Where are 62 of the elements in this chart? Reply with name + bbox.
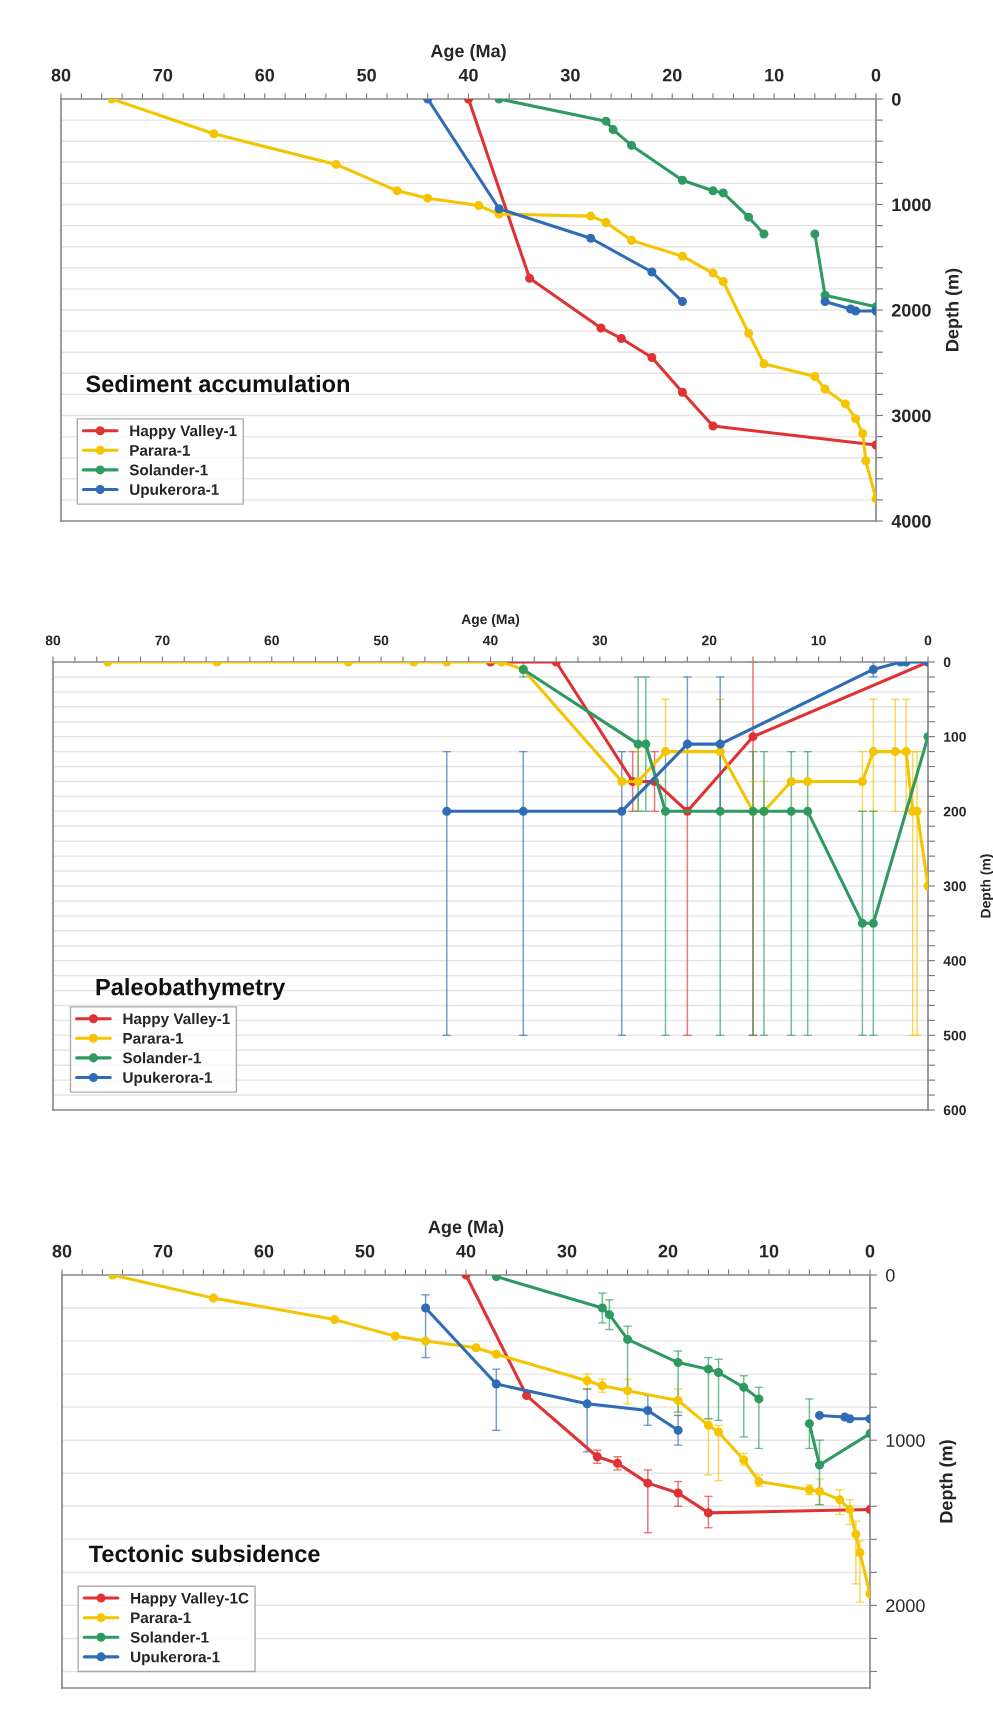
y-tick-label: 1000 [892, 198, 931, 212]
x-tick-label: 30 [592, 635, 608, 646]
legend-label: Solander-1 [122, 1052, 201, 1064]
y-tick-label: 1000 [886, 1434, 925, 1447]
x-tick-label: 70 [155, 635, 170, 646]
x-tick-label: 80 [45, 635, 61, 646]
legend-label: Solander-1 [130, 1631, 209, 1643]
x-tick-label: 30 [557, 1244, 577, 1258]
x-tick-label: 80 [52, 1244, 72, 1258]
legend-label: Parara-1 [131, 1612, 191, 1624]
y-tick-label: 500 [943, 1030, 966, 1041]
y-tick-label: 0 [891, 92, 901, 106]
y-axis-title: Depth (m) [945, 268, 963, 351]
x-tick-label: 50 [355, 1244, 375, 1258]
x-tick-label: 10 [760, 1244, 779, 1258]
x-tick-label: 0 [871, 68, 881, 82]
y-tick-label: 300 [943, 881, 966, 892]
y-axis-title: Depth (m) [939, 1440, 957, 1523]
y-tick-label: 200 [943, 806, 966, 817]
x-tick-label: 50 [373, 635, 389, 646]
x-tick-label: 40 [482, 635, 498, 646]
x-axis-title: Age (Ma) [428, 1220, 504, 1237]
y-tick-label: 0 [885, 1268, 895, 1282]
x-tick-label: 60 [264, 635, 279, 646]
x-tick-label: 60 [254, 1244, 274, 1258]
y-tick-label: 2000 [886, 1599, 925, 1613]
y-axis-title: Depth (m) [980, 854, 993, 918]
x-tick-label: 30 [560, 68, 580, 82]
legend-label: Upukerora-1 [131, 1651, 220, 1666]
x-tick-label: 40 [456, 1244, 476, 1258]
y-tick-label: 600 [943, 1105, 966, 1116]
legend-label: Upukerora-1 [123, 1071, 213, 1086]
text: Sediment accumulation [86, 374, 350, 393]
legend-label: Parara-1 [123, 1033, 184, 1044]
x-tick-label: 80 [51, 68, 71, 82]
legend-label: Solander-1 [129, 464, 208, 476]
x-tick-label: 70 [153, 68, 173, 82]
x-tick-label: 0 [865, 1244, 875, 1258]
x-tick-label: 40 [458, 68, 478, 82]
x-tick-label: 20 [658, 1244, 678, 1258]
legend-label: Happy Valley-1 [123, 1012, 230, 1028]
x-tick-label: 50 [357, 68, 376, 82]
x-axis-title: Age (Ma) [430, 44, 506, 61]
y-tick-label: 400 [943, 956, 966, 966]
y-tick-label: 3000 [891, 409, 931, 423]
y-tick-label: 2000 [891, 303, 931, 317]
text: Paleobathymetry [96, 978, 286, 1001]
x-tick-label: 10 [765, 68, 784, 82]
x-tick-label: 20 [702, 635, 717, 646]
y-tick-label: 0 [943, 657, 951, 668]
y-tick-label: 4000 [891, 514, 931, 528]
legend-label: Parara-1 [130, 445, 190, 456]
x-axis-title: Age (Ma) [461, 613, 520, 627]
legend-label: Upukerora-1 [130, 483, 219, 499]
legend-label: Happy Valley-1 [130, 425, 237, 440]
x-tick-label: 70 [153, 1244, 173, 1258]
x-tick-label: 60 [255, 68, 275, 82]
text: Tectonic subsidence [88, 1544, 320, 1563]
x-tick-label: 20 [662, 68, 682, 82]
x-tick-label: 10 [811, 635, 826, 646]
y-tick-label: 100 [944, 732, 966, 742]
legend-label: Happy Valley-1C [131, 1592, 249, 1607]
